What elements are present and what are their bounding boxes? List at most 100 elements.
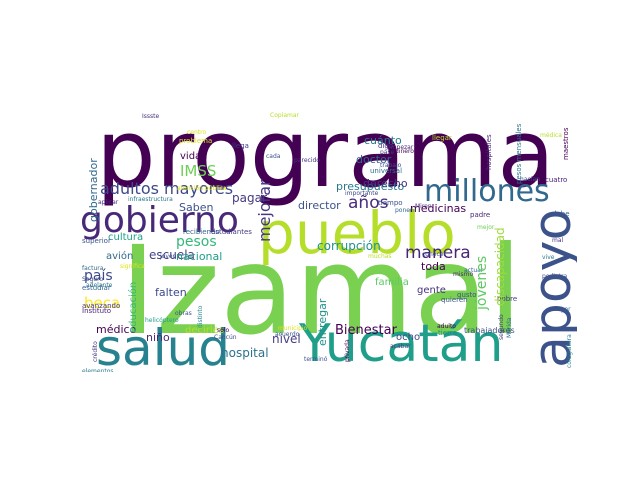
word: ocho	[396, 332, 420, 343]
word: avión	[106, 250, 133, 262]
word: problema	[179, 137, 212, 145]
word: pagar	[232, 191, 267, 205]
word: adulto	[437, 323, 456, 330]
word: cultura	[108, 232, 143, 243]
word: llegar	[432, 134, 452, 142]
word: nivel	[272, 332, 301, 346]
word: derecho	[363, 177, 408, 190]
word: apoyo	[523, 209, 577, 368]
word: pesos	[176, 234, 217, 250]
word: gusto	[457, 291, 477, 299]
word: Cancún	[214, 334, 237, 341]
word: años	[348, 193, 389, 213]
word: familia	[375, 277, 409, 288]
word: medicinas	[410, 202, 466, 215]
word: Saben	[179, 201, 213, 214]
word: adelante	[86, 282, 113, 289]
word: Seguro	[82, 276, 103, 283]
word: sólo	[217, 327, 229, 334]
word: Yucatán	[298, 314, 503, 372]
word: adultos mayores	[100, 179, 233, 198]
word: trabajadores	[464, 326, 515, 335]
word: Mayor	[552, 306, 571, 313]
word: Instituto	[82, 307, 111, 315]
word: corrupción	[317, 239, 381, 253]
word: cuatro	[545, 176, 567, 184]
word: elementos	[82, 368, 114, 372]
word: helicóptero	[145, 317, 179, 324]
word: universal	[370, 167, 402, 175]
word: centro	[187, 129, 206, 136]
word-cloud: programa Izamal pueblo Yucatán salud gob…	[80, 110, 577, 372]
word: vive	[542, 254, 555, 261]
word: infraestructura	[128, 196, 173, 203]
word: hospitales	[485, 134, 493, 170]
word: pediatra	[542, 273, 567, 280]
word: pase	[380, 149, 395, 156]
word: médico	[96, 323, 137, 336]
word: municipio	[278, 325, 308, 332]
word: estudiar	[82, 284, 111, 292]
word: millones	[424, 174, 550, 209]
word: actuar	[464, 267, 484, 274]
word: llega	[232, 142, 249, 150]
word: privada	[344, 339, 351, 362]
word: mejor	[477, 224, 495, 231]
word: hospital	[221, 346, 269, 360]
word: entregar	[316, 298, 329, 346]
word: Copiamar	[270, 112, 300, 119]
word: dinero	[395, 148, 414, 155]
word: maestros	[562, 127, 570, 160]
word: manera	[405, 243, 471, 263]
word: crédito	[92, 341, 99, 362]
word: mismo	[453, 271, 473, 278]
word: significa	[120, 263, 145, 270]
word: estudiantes	[211, 228, 252, 236]
word: superior	[82, 237, 111, 245]
word: atención pública	[177, 185, 227, 192]
word: gente	[417, 285, 446, 296]
word: escuela	[149, 248, 195, 262]
word: muchas	[368, 253, 392, 260]
word: colegiatura	[566, 334, 573, 368]
word: acabar	[390, 343, 411, 350]
word: pobre	[497, 295, 517, 303]
word: quieren	[441, 296, 468, 304]
word: tierra	[438, 329, 457, 337]
word: conocer	[422, 251, 446, 258]
word: Bienestar	[335, 323, 398, 338]
word: toda	[421, 260, 446, 273]
word: mejorar	[255, 179, 274, 242]
word: niño	[146, 331, 170, 344]
word: avanzando	[82, 302, 120, 310]
word: obras	[175, 310, 192, 317]
word: salud	[96, 319, 230, 372]
word: joven	[159, 253, 177, 260]
word: aplicar	[98, 199, 119, 206]
word: gobierno	[80, 200, 239, 241]
word: recibiendo	[183, 228, 220, 236]
word: trabajo	[380, 162, 402, 169]
word: beca	[84, 294, 120, 312]
word: jóvenes	[474, 256, 490, 311]
word: médica	[540, 132, 562, 139]
word: educación	[127, 282, 139, 333]
word: tiempo	[378, 199, 403, 207]
word: ponen	[395, 207, 414, 214]
word: Mérida	[506, 317, 513, 338]
word: falten	[155, 286, 187, 299]
word: vida	[180, 151, 201, 162]
word: nacional	[176, 250, 222, 263]
word: Miren	[415, 203, 432, 210]
word: pueblo	[258, 199, 456, 267]
word: mal	[552, 237, 564, 244]
word: doctor	[356, 153, 392, 166]
word: segundo	[498, 314, 505, 340]
word: hacían	[520, 176, 540, 183]
word: decirles	[185, 325, 224, 336]
word: pesos mensuales	[515, 123, 523, 184]
word: país	[84, 268, 113, 284]
word: Izamal	[120, 220, 522, 362]
word: padre	[470, 211, 490, 219]
word: cada	[266, 153, 281, 160]
